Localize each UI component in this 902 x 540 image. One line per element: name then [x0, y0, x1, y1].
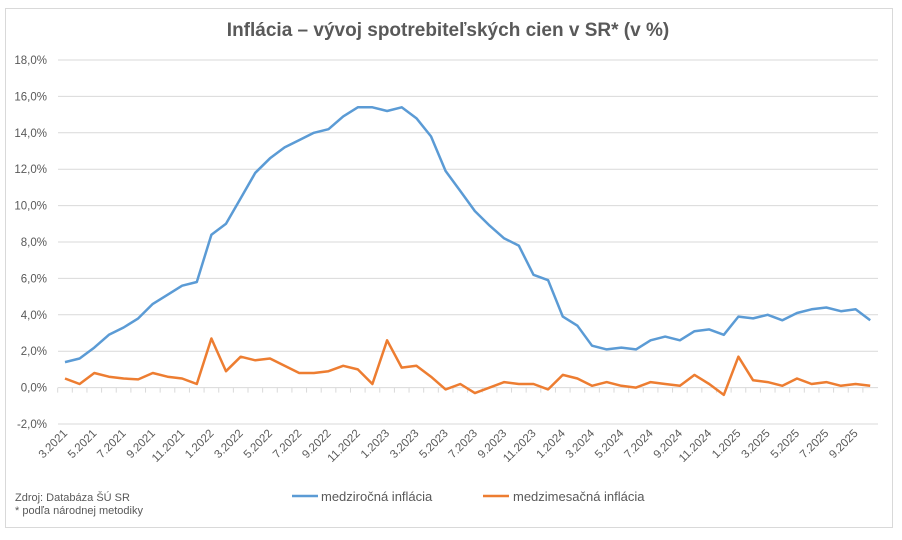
x-tick-label: 1.2022: [183, 428, 216, 461]
x-tick-label: 11.2021: [150, 428, 187, 465]
x-tick-label: 5.2024: [593, 427, 627, 461]
x-tick-label: 7.2022: [271, 428, 304, 461]
x-tick-label: 1.2025: [710, 428, 743, 461]
y-tick-label: -2,0%: [17, 419, 47, 431]
legend-label-mom: medzimesačná inflácia: [513, 489, 645, 504]
y-tick-label: 14,0%: [14, 128, 47, 140]
y-tick-label: 2,0%: [21, 346, 47, 358]
series-line-yoy: [64, 106, 871, 364]
x-tick-label: 3.2023: [388, 428, 421, 461]
y-tick-label: 4,0%: [21, 310, 47, 322]
series-line-mom: [64, 337, 871, 397]
y-tick-label: 16,0%: [14, 91, 47, 103]
chart-frame: [5, 8, 893, 528]
x-tick-label: 11.2024: [677, 427, 715, 465]
x-tick-label: 5.2022: [242, 428, 275, 461]
y-tick-label: 8,0%: [21, 237, 47, 249]
x-tick-label: 7.2021: [95, 428, 128, 461]
x-tick-label: 3.2021: [37, 428, 70, 461]
source-note: Zdroj: Databáza ŠÚ SR: [15, 492, 130, 504]
x-tick-label: 5.2025: [769, 428, 802, 461]
x-tick-label: 3.2025: [739, 428, 772, 461]
y-tick-label: 10,0%: [14, 201, 47, 213]
x-tick-label: 1.2024: [535, 427, 569, 461]
x-tick-label: 1.2023: [359, 428, 392, 461]
x-tick-label: 7.2024: [622, 427, 656, 461]
y-tick-label: 12,0%: [14, 164, 47, 176]
y-tick-label: 0,0%: [21, 383, 47, 395]
x-tick-label: 11.2023: [501, 428, 538, 465]
footnote: * podľa národnej metodiky: [15, 505, 143, 517]
y-tick-label: 6,0%: [21, 273, 47, 285]
x-tick-label: 9.2025: [827, 428, 860, 461]
x-tick-label: 7.2025: [798, 428, 831, 461]
legend: medziročná inflácia medzimesačná infláci…: [292, 489, 645, 504]
y-tick-label: 18,0%: [14, 55, 47, 67]
legend-label-yoy: medziročná inflácia: [321, 489, 433, 504]
x-tick-label: 3.2024: [564, 427, 598, 461]
x-tick-label: 11.2022: [326, 428, 363, 465]
x-tick-label: 7.2023: [447, 428, 480, 461]
chart-title: Inflácia – vývoj spotrebiteľských cien v…: [227, 20, 669, 41]
x-tick-label: 5.2021: [66, 428, 99, 461]
x-tick-label: 5.2023: [417, 428, 450, 461]
x-tick-label: 3.2022: [212, 428, 245, 461]
